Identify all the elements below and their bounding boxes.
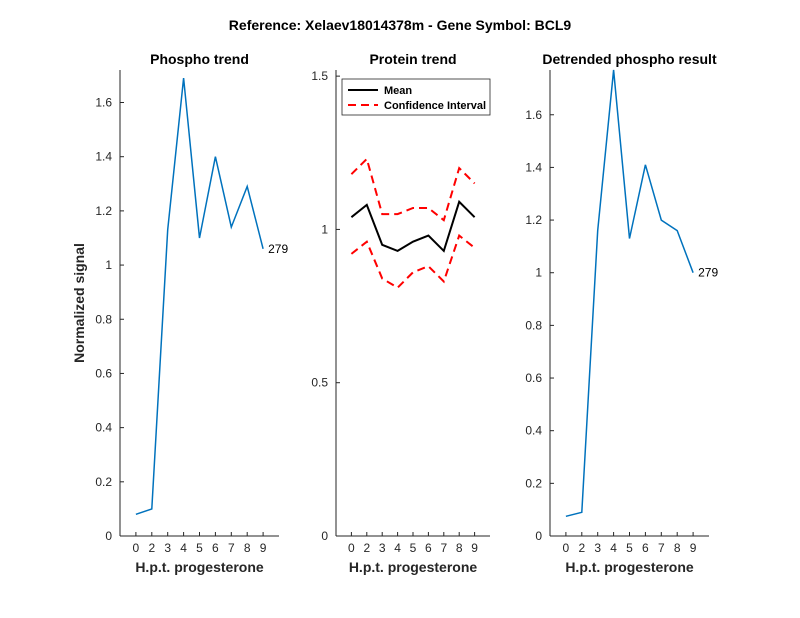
y-tick-label: 1.6 xyxy=(525,108,542,122)
series-line-1 xyxy=(350,199,476,253)
x-tick-label: 8 xyxy=(456,541,463,555)
x-tick-label: 7 xyxy=(228,541,235,555)
y-tick-label: 0.5 xyxy=(311,376,328,390)
y-axis-label: Normalized signal xyxy=(71,243,87,363)
x-tick-label: 0 xyxy=(348,541,355,555)
legend-box xyxy=(341,78,491,116)
x-tick-label: 8 xyxy=(674,541,681,555)
x-tick-label: 6 xyxy=(642,541,649,555)
x-tick-label: 4 xyxy=(394,541,401,555)
x-tick-label: 4 xyxy=(610,541,617,555)
legend: Mean Confidence Interval xyxy=(341,78,491,116)
y-tick-label: 1 xyxy=(321,222,328,236)
series-line-1 xyxy=(565,69,694,518)
panel-title: Protein trend xyxy=(369,51,456,67)
x-tick-label: 5 xyxy=(410,541,417,555)
x-tick-label: 3 xyxy=(594,541,601,555)
x-tick-label: 9 xyxy=(260,541,267,555)
x-axis-label: H.p.t. progesterone xyxy=(349,559,478,575)
x-tick-label: 5 xyxy=(196,541,203,555)
end-annotation: 279 xyxy=(698,266,718,280)
y-tick-label: 1.4 xyxy=(95,150,112,164)
end-annotation: 279 xyxy=(268,242,288,256)
series-line-1 xyxy=(135,78,264,516)
x-axis-label: H.p.t. progesterone xyxy=(135,559,264,575)
series-line-2 xyxy=(350,156,476,222)
y-tick-label: 1 xyxy=(105,258,112,272)
y-tick-label: 1.2 xyxy=(95,204,112,218)
y-tick-label: 1 xyxy=(535,266,542,280)
chart-panels: 0 2 3 4 5 6 7 8 900.20.40.60.811.21.41.6Phospho … xyxy=(71,51,718,575)
figure-title: Reference: Xelaev18014378m - Gene Symbol… xyxy=(229,17,572,33)
y-tick-label: 0.6 xyxy=(95,366,112,380)
x-tick-label: 7 xyxy=(658,541,665,555)
panel-title: Phospho trend xyxy=(150,51,249,67)
x-tick-label: 5 xyxy=(626,541,633,555)
y-tick-label: 0.2 xyxy=(95,475,112,489)
y-tick-label: 1.6 xyxy=(95,96,112,110)
series-line-3 xyxy=(350,233,476,289)
legend-entry: Confidence Interval xyxy=(384,100,486,112)
x-tick-label: 9 xyxy=(690,541,697,555)
x-tick-label: 7 xyxy=(440,541,447,555)
legend-entry: Mean xyxy=(384,85,412,97)
x-tick-label: 6 xyxy=(425,541,432,555)
y-tick-label: 1.4 xyxy=(525,160,542,174)
x-tick-label: 8 xyxy=(244,541,251,555)
y-tick-label: 1.5 xyxy=(311,69,328,83)
x-tick-label: 3 xyxy=(379,541,386,555)
y-tick-label: 0.2 xyxy=(525,476,542,490)
y-tick-label: 0.4 xyxy=(95,421,112,435)
chart-panel-1: 0 2 3 4 5 6 7 8 900.20.40.60.811.21.41.6Phospho … xyxy=(71,51,288,575)
y-tick-label: 0 xyxy=(105,529,112,543)
y-tick-label: 1.2 xyxy=(525,213,542,227)
y-tick-label: 0.8 xyxy=(525,318,542,332)
panel-title: Detrended phospho result xyxy=(542,51,717,67)
y-tick-label: 0 xyxy=(321,529,328,543)
x-tick-label: 2 xyxy=(363,541,370,555)
x-tick-label: 3 xyxy=(164,541,171,555)
chart-panel-3: 0 2 3 4 5 6 7 8 900.20.40.60.811.21.41.6Detrende… xyxy=(525,51,718,575)
x-tick-label: 0 xyxy=(563,541,570,555)
x-axis-label: H.p.t. progesterone xyxy=(565,559,694,575)
x-tick-label: 9 xyxy=(471,541,478,555)
x-tick-label: 4 xyxy=(180,541,187,555)
x-tick-label: 6 xyxy=(212,541,219,555)
y-tick-label: 0.8 xyxy=(95,312,112,326)
x-tick-label: 2 xyxy=(578,541,585,555)
x-tick-label: 2 xyxy=(148,541,155,555)
y-tick-label: 0 xyxy=(535,529,542,543)
y-tick-label: 0.6 xyxy=(525,371,542,385)
y-tick-label: 0.4 xyxy=(525,424,542,438)
x-tick-label: 0 xyxy=(133,541,140,555)
